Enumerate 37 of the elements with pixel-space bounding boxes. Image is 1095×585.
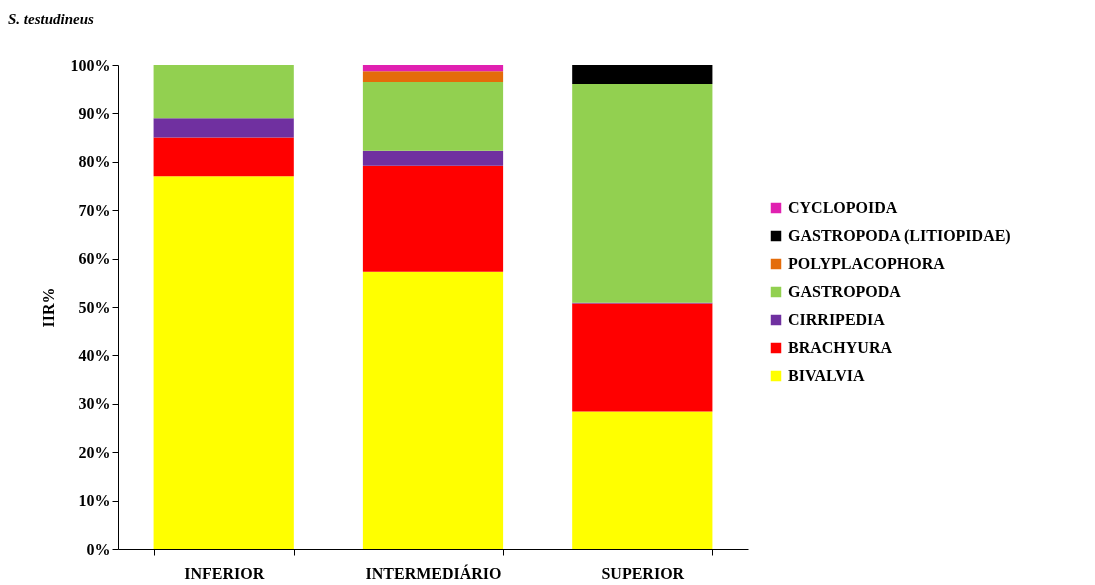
- y-tick-label: 50%: [78, 298, 111, 316]
- bar: [362, 65, 504, 72]
- y-tick-label: 40%: [78, 346, 111, 364]
- bar: [572, 65, 713, 84]
- legend-label: GASTROPODA (LITIOPIDAE): [788, 227, 1011, 245]
- chart-title: S. testudineus: [8, 11, 95, 27]
- y-tick-label: 30%: [78, 395, 111, 413]
- x-tick-label: INTERMEDIÁRIO: [365, 563, 502, 582]
- bar: [153, 65, 294, 119]
- x-tick-label: INFERIOR: [184, 564, 265, 582]
- bar: [572, 411, 713, 549]
- bar: [362, 150, 504, 166]
- legend-label: GASTROPODA: [788, 283, 902, 300]
- bar: [572, 83, 713, 303]
- y-tick-label: 20%: [78, 443, 111, 461]
- y-tick-label: 60%: [78, 250, 111, 268]
- bar: [362, 81, 504, 151]
- x-tick-label: SUPERIOR: [601, 564, 685, 582]
- bar: [362, 271, 504, 549]
- legend-label: CIRRIPEDIA: [788, 311, 886, 328]
- bar: [362, 71, 504, 82]
- legend-label: BIVALVIA: [788, 367, 865, 384]
- legend-label: POLYPLACOPHORA: [788, 255, 946, 272]
- y-tick-label: 70%: [78, 201, 111, 219]
- y-tick-label: 90%: [78, 104, 111, 122]
- y-tick-label: 0%: [86, 540, 111, 558]
- y-tick-label: 80%: [78, 153, 111, 171]
- legend-label: BRACHYURA: [788, 339, 893, 356]
- y-tick-label: 10%: [78, 492, 111, 510]
- bar: [362, 165, 504, 272]
- y-tick-label: 100%: [70, 56, 111, 74]
- bar: [153, 176, 294, 549]
- legend-label: CYCLOPOIDA: [788, 199, 898, 216]
- bar: [572, 303, 713, 412]
- bar: [153, 118, 294, 138]
- bar: [153, 137, 294, 177]
- y-axis-title: IIR%: [39, 287, 57, 328]
